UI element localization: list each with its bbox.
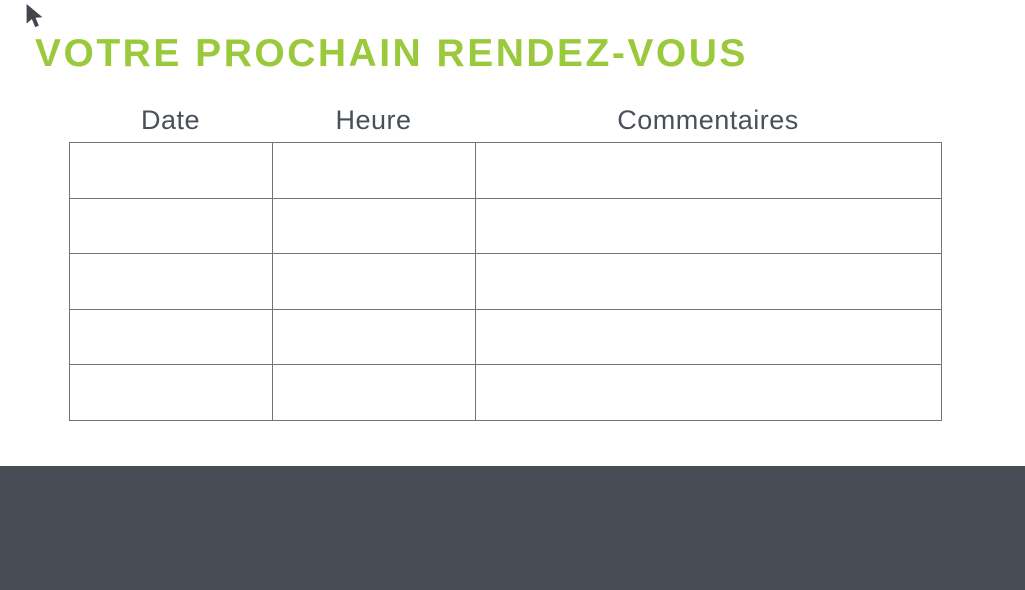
table-row — [69, 308, 942, 365]
table-cell — [272, 253, 476, 310]
table-cell — [475, 197, 942, 254]
page-title: VOTRE PROCHAIN RENDEZ-VOUS — [35, 32, 748, 75]
table-cell — [272, 142, 476, 199]
table-cell — [69, 364, 273, 421]
column-header-commentaires: Commentaires — [617, 105, 799, 136]
footer-band — [0, 466, 1025, 590]
table-cell — [475, 308, 942, 365]
table-cell — [475, 253, 942, 310]
table-row — [69, 197, 942, 254]
table-cell — [69, 253, 273, 310]
table-cell — [475, 364, 942, 421]
appointments-table — [69, 142, 942, 421]
mouse-cursor-icon — [26, 4, 43, 28]
table-row — [69, 142, 942, 199]
column-header-heure: Heure — [335, 105, 412, 136]
table-cell — [69, 197, 273, 254]
table-row — [69, 253, 942, 310]
table-cell — [475, 142, 942, 199]
table-cell — [272, 308, 476, 365]
column-header-date: Date — [140, 105, 201, 136]
table-cell — [69, 142, 273, 199]
table-cell — [272, 364, 476, 421]
appointments-table-section: Date Heure Commentaires — [69, 98, 942, 421]
table-header-row: Date Heure Commentaires — [69, 98, 941, 136]
table-cell — [69, 308, 273, 365]
table-cell — [272, 197, 476, 254]
table-row — [69, 364, 942, 421]
